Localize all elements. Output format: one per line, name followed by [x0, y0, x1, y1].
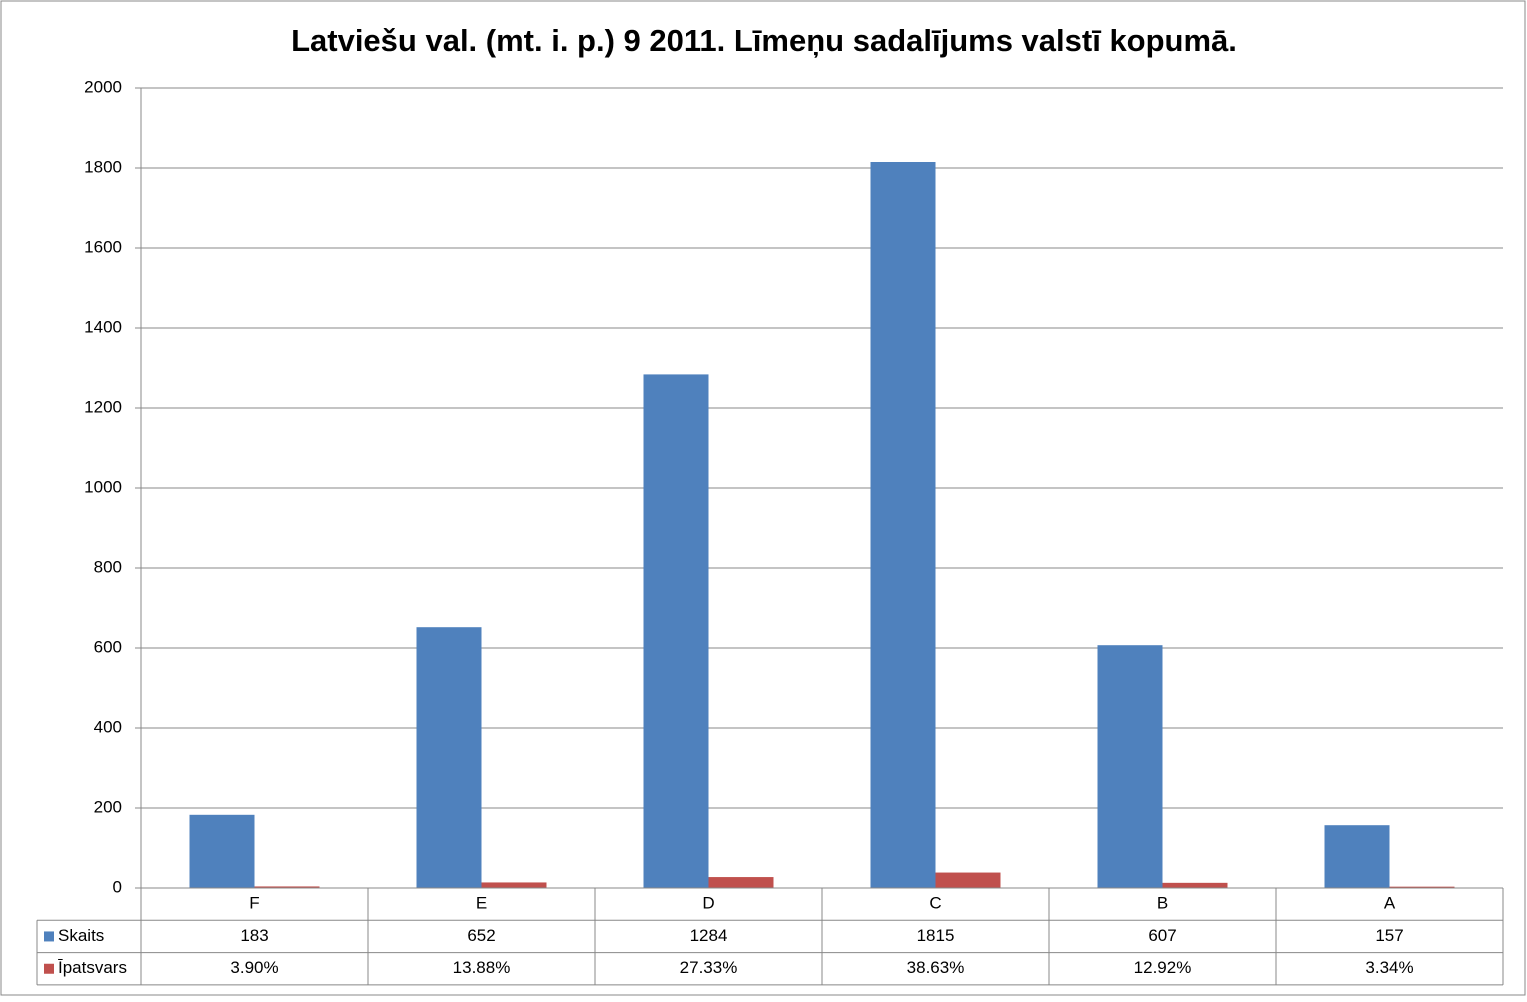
bar — [1097, 645, 1163, 888]
legend-key — [44, 963, 54, 974]
bar — [1324, 825, 1390, 888]
table-cell: 38.63% — [907, 958, 965, 977]
x-tick-label: A — [1384, 894, 1396, 913]
y-tick-label: 1400 — [84, 317, 122, 336]
y-tick-label: 400 — [94, 717, 122, 736]
y-tick-label: 1600 — [84, 237, 122, 256]
x-tick-label: D — [702, 894, 714, 913]
table-cell: 27.33% — [680, 958, 738, 977]
table-cell: 1284 — [690, 926, 728, 945]
table-cell: 13.88% — [453, 958, 511, 977]
legend-key — [44, 931, 54, 942]
table-cell: 157 — [1375, 926, 1403, 945]
y-tick-label: 1800 — [84, 157, 122, 176]
x-tick-label: B — [1157, 894, 1168, 913]
table-cell: 1815 — [917, 926, 955, 945]
y-tick-label: 1000 — [84, 477, 122, 496]
table-cell: 183 — [240, 926, 268, 945]
legend-label: Skaits — [58, 926, 104, 945]
x-tick-label: C — [929, 894, 941, 913]
bar — [481, 882, 547, 888]
table-cell: 12.92% — [1134, 958, 1192, 977]
y-tick-label: 600 — [94, 637, 122, 656]
bar — [870, 162, 936, 888]
bar — [935, 872, 1001, 888]
legend-label: Īpatsvars — [58, 958, 127, 977]
y-tick-label: 2000 — [84, 77, 122, 96]
y-tick-label: 200 — [94, 797, 122, 816]
y-tick-label: 800 — [94, 557, 122, 576]
bar — [189, 814, 255, 888]
bar — [416, 627, 482, 888]
table-cell: 3.90% — [230, 958, 278, 977]
table-cell: 652 — [467, 926, 495, 945]
table-cell: 607 — [1148, 926, 1176, 945]
y-tick-label: 0 — [113, 877, 122, 896]
y-tick-label: 1200 — [84, 397, 122, 416]
x-tick-label: F — [249, 894, 259, 913]
bar — [254, 886, 320, 888]
bar — [708, 877, 774, 888]
chart-title: Latviešu val. (mt. i. p.) 9 2011. Līmeņu… — [291, 23, 1237, 58]
x-tick-label: E — [476, 894, 487, 913]
table-cell: 3.34% — [1365, 958, 1413, 977]
bar — [1389, 886, 1455, 888]
bar — [1162, 882, 1228, 888]
bar — [643, 374, 709, 888]
